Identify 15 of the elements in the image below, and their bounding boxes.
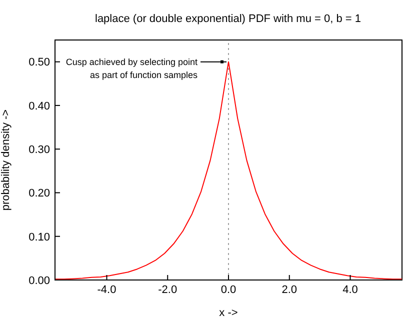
y-tick-label: 0.10 xyxy=(28,231,50,244)
x-tick-label: 4.0 xyxy=(342,284,358,296)
y-tick-label: 0.50 xyxy=(28,56,50,69)
x-tick-label: -2.0 xyxy=(158,284,178,296)
x-tick-label: -4.0 xyxy=(97,284,116,296)
x-tick-label: 0.0 xyxy=(220,284,236,296)
y-tick-label: 0.30 xyxy=(28,144,50,156)
y-tick-label: 0.00 xyxy=(28,274,50,287)
y-axis-title: probability density -> xyxy=(0,109,12,211)
x-tick-label: 2.0 xyxy=(282,284,298,296)
annotation: Cusp achieved by selecting point as part of function samples xyxy=(66,56,198,80)
chart-title: laplace (or double exponential) PDF with mu = 0, b = 1 xyxy=(95,13,361,25)
x-axis-title: x -> xyxy=(219,307,238,319)
y-tick-label: 0.20 xyxy=(28,188,50,200)
y-tick-label: 0.40 xyxy=(28,100,50,112)
